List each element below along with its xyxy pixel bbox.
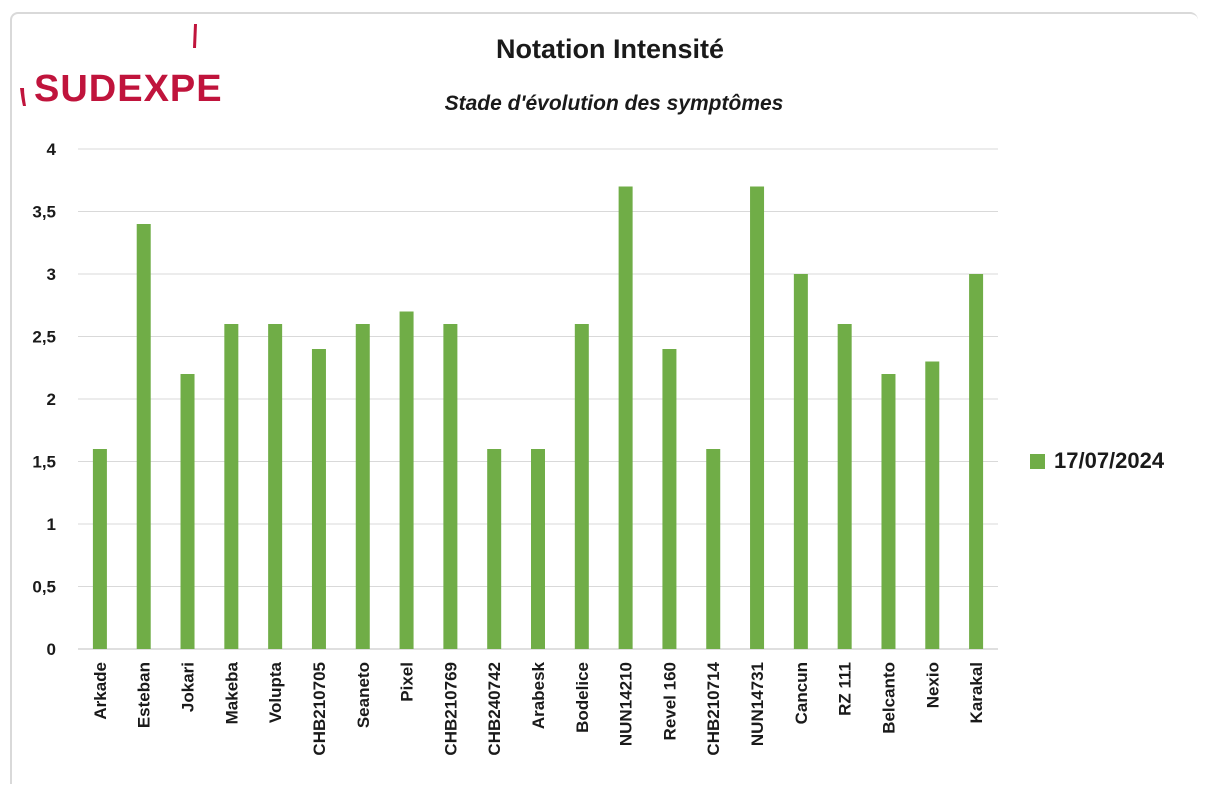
bar-arabesk — [531, 449, 545, 649]
x-tick-label: CHB210769 — [441, 662, 460, 756]
y-tick-label: 3 — [47, 265, 56, 284]
legend: 17/07/2024 — [1030, 448, 1164, 474]
y-tick-label: 1 — [47, 515, 56, 534]
bar-bodelice — [574, 324, 589, 649]
bar-arkade — [92, 449, 107, 649]
y-tick-label: 2 — [47, 390, 56, 409]
bar-nexio — [925, 361, 940, 649]
logo-mark — [20, 24, 197, 106]
chart-subtitle: Stade d'évolution des symptômes — [444, 92, 784, 115]
bar-karakal — [969, 274, 984, 649]
x-tick-label: Karakal — [967, 662, 986, 723]
sudexpe-logo: SUDEXPE — [16, 18, 222, 108]
x-tick-label: Cancun — [792, 662, 811, 724]
x-tick-label: CHB210705 — [310, 662, 329, 756]
y-tick-label: 2,5 — [32, 328, 56, 347]
bar-belcanto — [881, 374, 896, 649]
y-tick-label: 0,5 — [32, 578, 56, 597]
bar-cancun — [793, 274, 808, 649]
legend-label: 17/07/2024 — [1054, 448, 1165, 473]
x-tick-label: NUN14210 — [617, 662, 636, 746]
x-tick-label: CHB240742 — [485, 662, 504, 756]
bar-esteban — [136, 224, 151, 649]
x-tick-label: Volupta — [266, 661, 285, 723]
bar-chb240742 — [487, 449, 502, 649]
x-tick-label: CHB210714 — [704, 661, 723, 755]
x-tick-label: Pixel — [398, 662, 417, 702]
bar-chb210769 — [443, 324, 458, 649]
x-tick-label: NUN14731 — [748, 662, 767, 746]
x-tick-label: Nexio — [923, 662, 942, 708]
bar-revel-160 — [662, 349, 677, 649]
x-tick-label: Makeba — [222, 661, 241, 724]
bar-rz-111 — [837, 324, 852, 649]
x-tick-label: Esteban — [135, 662, 154, 728]
bar-chb210714 — [706, 449, 721, 649]
legend-swatch — [1030, 453, 1045, 469]
x-tick-label: Arabesk — [529, 661, 548, 729]
x-tick-label: Jokari — [179, 662, 198, 712]
bar-makeba — [224, 324, 239, 649]
x-tick-label: Seaneto — [354, 662, 373, 728]
chart-frame — [10, 12, 1198, 784]
x-tick-label: RZ 111 — [836, 662, 855, 716]
bar-jokari — [180, 374, 195, 649]
bar-pixel — [399, 311, 414, 649]
bar-seaneto — [355, 324, 370, 649]
bar-volupta — [268, 324, 283, 649]
logo-text: SUDEXPE — [34, 68, 223, 110]
chart-title: Notation Intensité — [496, 34, 724, 64]
x-tick-label: Belcanto — [879, 662, 898, 734]
y-tick-label: 0 — [47, 640, 56, 659]
x-tick-label: Bodelice — [573, 662, 592, 733]
y-tick-label: 1,5 — [32, 453, 56, 472]
y-tick-label: 4 — [47, 140, 57, 159]
x-tick-label: Revel 160 — [660, 662, 679, 740]
bar-chb210705 — [311, 349, 326, 649]
bar-nun14210 — [618, 186, 633, 649]
bar-nun14731 — [750, 186, 765, 649]
y-tick-label: 3,5 — [32, 203, 56, 222]
x-tick-label: Arkade — [91, 662, 110, 720]
